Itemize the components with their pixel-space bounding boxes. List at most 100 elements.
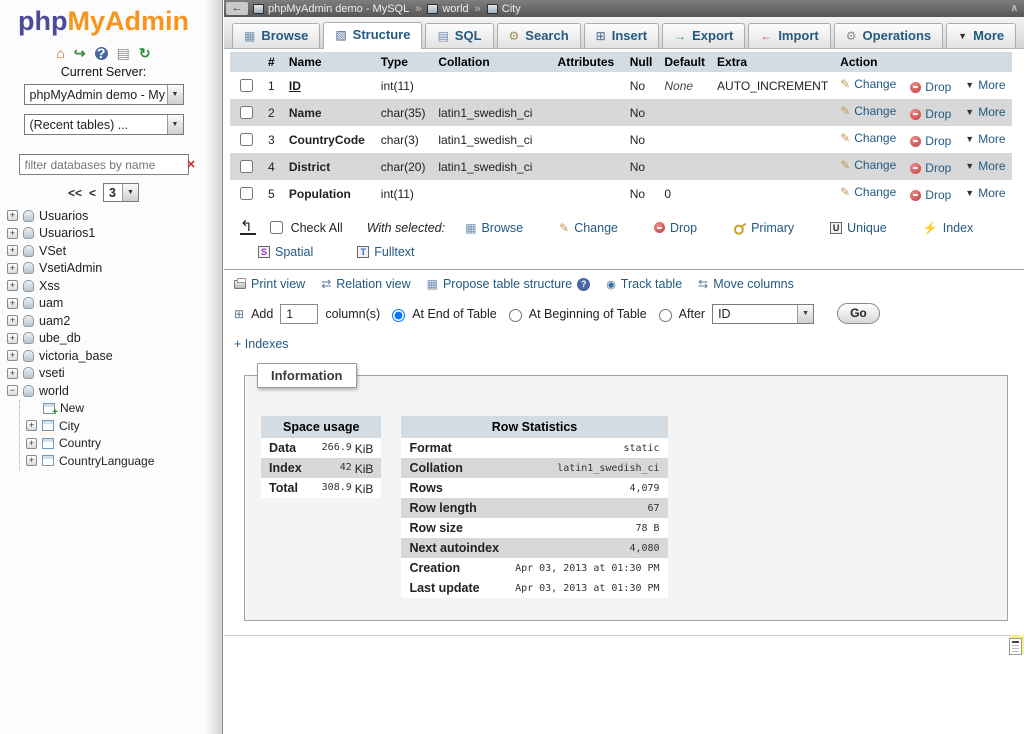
more-link[interactable]: ▼ More — [965, 186, 1006, 200]
selected-primary-link[interactable]: Primary — [733, 221, 794, 235]
database-icon — [23, 244, 34, 257]
tab-export[interactable]: → Export — [662, 23, 746, 48]
selected-spatial-link[interactable]: S Spatial — [258, 245, 313, 259]
row-checkbox[interactable] — [240, 106, 253, 119]
breadcrumb-bar: ← phpMyAdmin demo - MySQL » world » City… — [224, 0, 1024, 17]
row-checkbox[interactable] — [240, 133, 253, 146]
page-back-button[interactable]: < — [89, 185, 97, 200]
change-link[interactable]: ✎ Change — [840, 131, 897, 145]
expand-icon[interactable]: + — [7, 367, 18, 379]
tab-search[interactable]: ⚙ Search — [496, 23, 581, 48]
filter-databases-input[interactable] — [19, 156, 182, 173]
panel-resize-gutter[interactable] — [207, 0, 223, 734]
expand-icon[interactable]: + — [7, 262, 18, 274]
chevron-down-icon[interactable]: ▼ — [122, 184, 139, 201]
expand-icon[interactable]: + — [7, 297, 18, 309]
chevron-down-icon[interactable]: ▼ — [797, 304, 814, 323]
more-link[interactable]: ▼ More — [965, 105, 1006, 119]
drop-link[interactable]: Drop — [910, 188, 951, 202]
chevron-down-icon[interactable]: ▼ — [166, 115, 183, 134]
relation-view-link[interactable]: ⇄ Relation view — [321, 277, 411, 291]
pencil-icon: ✎ — [840, 77, 851, 91]
more-link[interactable]: ▼ More — [965, 78, 1006, 92]
drop-link[interactable]: Drop — [910, 107, 951, 121]
help-icon[interactable]: ? — [94, 46, 108, 60]
table-tools-row: Print view ⇄ Relation view ▦ Propose table… — [234, 277, 1012, 291]
tab-sql[interactable]: ▤ SQL — [425, 23, 494, 48]
documentation-icon[interactable]: ▤ — [116, 45, 130, 61]
drop-link[interactable]: Drop — [910, 134, 951, 148]
server-select[interactable]: phpMyAdmin demo - My ▼ — [23, 84, 184, 105]
row-checkbox[interactable] — [240, 79, 253, 92]
more-link[interactable]: ▼ More — [965, 132, 1006, 146]
tab-more[interactable]: ▼ More — [946, 23, 1017, 48]
more-link[interactable]: ▼ More — [965, 159, 1006, 173]
change-link[interactable]: ✎ Change — [840, 77, 897, 91]
space-usage-row: Index 42 KiB — [261, 458, 382, 478]
collapse-icon[interactable]: − — [7, 385, 18, 397]
add-column-count-input[interactable] — [280, 303, 319, 324]
selected-unique-link[interactable]: U Unique — [830, 221, 887, 235]
tab-import[interactable]: ← Import — [748, 23, 831, 48]
with-selected-row: ↰ Check All With selected: ▦ Browse ✎ Chan… — [240, 218, 1012, 237]
expand-icon[interactable]: + — [26, 420, 37, 432]
scroll-top-icon[interactable]: ∧ — [1010, 3, 1018, 14]
expand-icon[interactable]: + — [7, 332, 18, 344]
divider — [224, 635, 1024, 636]
recent-tables-select[interactable]: (Recent tables) ... ▼ — [23, 114, 184, 135]
clear-filter-icon[interactable]: ✕ — [186, 159, 196, 171]
tab-structure[interactable]: ▧ Structure — [323, 22, 423, 49]
help-icon[interactable]: ? — [577, 277, 591, 291]
print-view-link[interactable]: Print view — [234, 277, 305, 291]
at-beginning-radio[interactable]: At Beginning of Table — [504, 306, 647, 322]
logout-icon[interactable]: ↪ — [73, 45, 86, 61]
breadcrumb-database[interactable]: world — [442, 2, 469, 15]
navigation-toolbar: ⌂ ↪ ? ▤ ↻ — [0, 44, 207, 62]
tab-browse[interactable]: ▦ Browse — [232, 23, 321, 48]
tab-insert[interactable]: ⊞ Insert — [583, 23, 660, 48]
selected-browse-link[interactable]: ▦ Browse — [465, 220, 524, 235]
selected-drop-link[interactable]: Drop — [653, 221, 697, 235]
page-number-select[interactable]: 3 ▼ — [103, 183, 140, 202]
propose-table-structure-link[interactable]: ▦ Propose table structure? — [427, 277, 591, 291]
expand-icon[interactable]: + — [26, 455, 37, 467]
after-radio[interactable]: After — [654, 306, 705, 322]
query-window-icon[interactable] — [1009, 638, 1022, 655]
drop-link[interactable]: Drop — [910, 80, 951, 94]
expand-icon[interactable]: + — [7, 227, 18, 239]
selected-fulltext-link[interactable]: T Fulltext — [357, 245, 415, 259]
expand-icon[interactable]: + — [7, 280, 18, 292]
check-all-control[interactable]: Check All — [266, 218, 343, 237]
indexes-toggle-link[interactable]: + Indexes — [234, 337, 289, 351]
fulltext-icon: T — [357, 246, 370, 258]
expand-icon[interactable]: + — [7, 210, 18, 222]
expand-icon[interactable]: + — [7, 350, 18, 362]
selected-index-link[interactable]: ⚡ Index — [922, 220, 974, 235]
drop-link[interactable]: Drop — [910, 161, 951, 175]
expand-icon[interactable]: + — [7, 315, 18, 327]
expand-icon[interactable]: + — [26, 437, 37, 449]
change-link[interactable]: ✎ Change — [840, 104, 897, 118]
expand-icon[interactable]: + — [7, 245, 18, 257]
at-end-radio[interactable]: At End of Table — [387, 306, 497, 322]
back-button[interactable]: ← — [226, 2, 248, 15]
track-table-link[interactable]: ◉ Track table — [606, 277, 683, 291]
refresh-navigation-icon[interactable]: ↻ — [138, 45, 151, 61]
row-checkbox[interactable] — [240, 160, 253, 173]
breadcrumb-server[interactable]: phpMyAdmin demo - MySQL — [268, 2, 410, 15]
change-link[interactable]: ✎ Change — [840, 185, 897, 199]
row-checkbox[interactable] — [240, 187, 253, 200]
home-icon[interactable]: ⌂ — [56, 45, 65, 61]
breadcrumb: phpMyAdmin demo - MySQL » world » City — [253, 3, 521, 15]
check-all-checkbox[interactable] — [269, 221, 283, 234]
after-column-select[interactable]: ID ▼ — [712, 303, 815, 324]
logo-php-text: php — [18, 6, 68, 36]
selected-change-link[interactable]: ✎ Change — [559, 220, 618, 235]
change-link[interactable]: ✎ Change — [840, 158, 897, 172]
tab-operations[interactable]: ⚙ Operations — [833, 23, 944, 48]
move-columns-link[interactable]: ⇆ Move columns — [698, 277, 794, 291]
breadcrumb-table[interactable]: City — [501, 2, 521, 15]
page-fast-back-button[interactable]: << — [67, 185, 82, 200]
go-button[interactable]: Go — [837, 303, 880, 324]
chevron-down-icon[interactable]: ▼ — [166, 85, 183, 104]
